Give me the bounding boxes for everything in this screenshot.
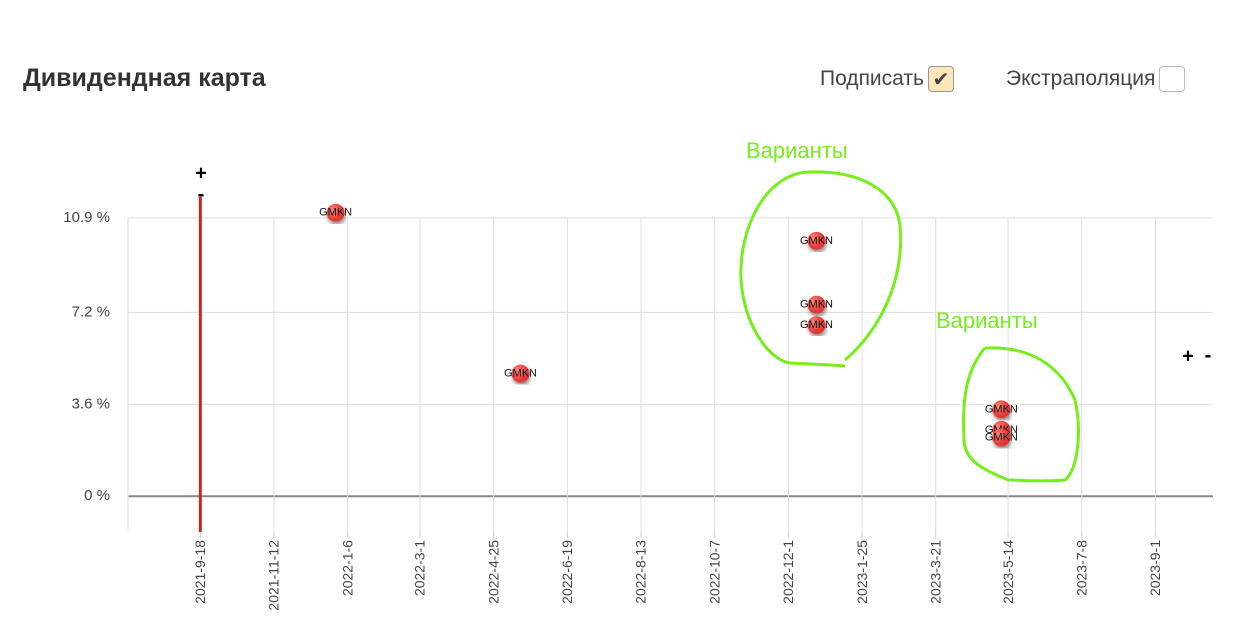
zoom-in[interactable]: + (195, 162, 207, 184)
x-tick-label: 2022-12-1 (780, 540, 796, 604)
checkbox-extrapolation[interactable]: Экстраполяция (1006, 66, 1186, 92)
scribble (962, 346, 1080, 483)
zoom-in[interactable]: + (1182, 345, 1194, 367)
point-label: GMKN (319, 207, 352, 219)
point (807, 231, 826, 250)
x-tick-label: 2022-1-6 (339, 540, 355, 596)
point (511, 364, 530, 383)
y-tick-label: 0 % (84, 487, 110, 504)
annotation: Варианты (746, 138, 848, 163)
checkbox[interactable]: ✔ (927, 66, 954, 92)
x-tick-label: 2022-3-1 (412, 540, 428, 596)
x-tick-label: 2023-9-1 (1147, 540, 1163, 596)
checkbox-sign[interactable]: Подписать ✔ (820, 66, 954, 92)
x-tick-label: 2023-1-25 (854, 540, 870, 604)
point-label: GMKN (800, 299, 833, 311)
x-tick-label: 2022-4-25 (485, 540, 501, 604)
label: Подписать (820, 67, 924, 90)
point-label: GMKN (985, 431, 1018, 443)
zoom-out[interactable]: - (1205, 344, 1212, 366)
y-tick-label: 7.2 % (72, 303, 110, 320)
point-label: GMKN (504, 368, 537, 380)
x-tick-label: 2022-6-19 (559, 540, 575, 604)
x-tick-label: 2021-9-18 (192, 540, 208, 604)
x-tick-label: 2022-8-13 (633, 540, 649, 604)
y-tick-label: 3.6 % (72, 395, 110, 412)
x-tick-label: 2023-5-14 (1000, 540, 1016, 604)
scribble (739, 170, 903, 368)
title: Дивидендная карта (23, 64, 266, 92)
point-label: GMKN (800, 235, 833, 247)
point-label: GMKN (985, 403, 1018, 415)
point (326, 203, 345, 222)
point (992, 400, 1011, 419)
point (807, 316, 826, 335)
x-tick-label: 2022-10-7 (706, 540, 722, 604)
x-tick-label: 2021-11-12 (266, 540, 282, 611)
y-tick-label: 10.9 % (63, 209, 110, 226)
x-tick-label: 2023-3-21 (927, 540, 943, 604)
x-tick-label: 2023-7-8 (1073, 540, 1089, 596)
point-label: GMKN (800, 319, 833, 331)
point (992, 428, 1011, 447)
zoom-out[interactable]: - (198, 183, 205, 205)
checkbox[interactable] (1159, 66, 1186, 92)
grid (127, 217, 1213, 538)
point (807, 295, 826, 314)
annotation: Варианты (936, 308, 1038, 333)
label: Экстраполяция (1006, 67, 1156, 90)
